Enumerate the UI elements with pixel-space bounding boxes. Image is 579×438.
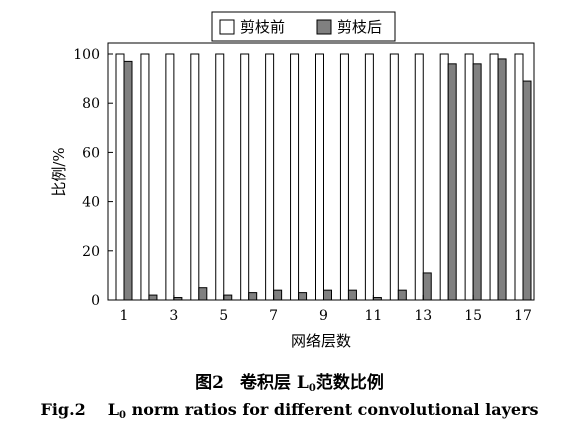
bar-after-8 (298, 292, 308, 301)
x-tick-label: 15 (464, 308, 482, 324)
bars (115, 53, 532, 301)
y-tick-label: 20 (82, 244, 100, 260)
x-tick-label: 17 (514, 308, 532, 324)
bar-before-6 (240, 53, 250, 301)
caption-en-figure-number: Fig.2 (40, 400, 86, 419)
x-ticks: 1 3 5 7 9 11 13 15 17 (120, 295, 532, 324)
bar-before-17 (514, 53, 524, 301)
bar-before-1 (115, 53, 125, 301)
bar-after-10 (347, 289, 357, 301)
bar-before-11 (364, 53, 374, 301)
bar-before-5 (215, 53, 225, 301)
bar-after-17 (522, 80, 532, 301)
bar-after-14 (447, 63, 457, 301)
bar-after-1 (123, 60, 133, 301)
bar-before-14 (439, 53, 449, 301)
legend-frame (211, 11, 396, 42)
y-tick-label: 0 (91, 293, 100, 309)
x-tick-label: 13 (414, 308, 432, 324)
legend-label-before: 剪枝前 (240, 18, 285, 36)
x-axis-label: 网络层数 (291, 332, 351, 350)
y-ticks: 0 20 40 60 80 100 (73, 47, 113, 309)
bar-before-8 (290, 53, 300, 301)
bar-before-12 (389, 53, 399, 301)
bar-after-7 (273, 289, 283, 301)
legend-label-after: 剪枝后 (337, 18, 382, 36)
legend: 剪枝前 剪枝后 (211, 11, 396, 42)
caption-en-text-pre: L (107, 400, 120, 419)
y-tick-label: 80 (82, 96, 100, 112)
bar-after-6 (248, 292, 258, 301)
bar-after-12 (397, 289, 407, 301)
y-tick-label: 60 (82, 145, 100, 161)
x-tick-label: 9 (319, 308, 328, 324)
bar-before-7 (265, 53, 275, 301)
bar-after-4 (198, 287, 208, 301)
caption-text-pre: 卷积层 L (240, 373, 309, 393)
x-tick-label: 1 (120, 308, 129, 324)
legend-swatch-after (316, 19, 332, 35)
caption-figure-number: 图2 (195, 373, 224, 393)
bar-before-13 (414, 53, 424, 301)
plot-frame (107, 42, 535, 301)
y-tick-label: 40 (82, 195, 100, 211)
y-axis-label: 比例/% (50, 147, 68, 196)
bar-before-16 (489, 53, 499, 301)
bar-after-15 (472, 63, 482, 301)
bar-after-13 (422, 272, 432, 301)
bar-before-2 (140, 53, 150, 301)
figure-caption-chinese: 图2 卷积层 L0范数比例 (0, 368, 579, 394)
caption-en-subscript: 0 (119, 410, 126, 421)
bar-before-4 (190, 53, 200, 301)
caption-text-post: 范数比例 (315, 373, 384, 393)
bar-before-15 (464, 53, 474, 301)
y-tick-label: 100 (73, 47, 100, 63)
x-tick-label: 11 (364, 308, 382, 324)
x-tick-label: 7 (269, 308, 278, 324)
bar-after-2 (148, 294, 158, 301)
x-tick-label: 3 (169, 308, 178, 324)
bar-after-5 (223, 294, 233, 301)
figure-caption-english: Fig.2 L0 norm ratios for different convol… (0, 400, 579, 421)
bar-before-10 (339, 53, 349, 301)
bar-after-16 (497, 58, 507, 301)
caption-subscript: 0 (308, 383, 316, 394)
x-tick-label: 5 (219, 308, 228, 324)
bar-after-9 (323, 289, 332, 301)
legend-swatch-before (219, 19, 235, 35)
bar-before-3 (165, 53, 175, 301)
caption-en-text-post: norm ratios for different convolutional … (126, 400, 539, 419)
bar-before-9 (315, 53, 324, 301)
